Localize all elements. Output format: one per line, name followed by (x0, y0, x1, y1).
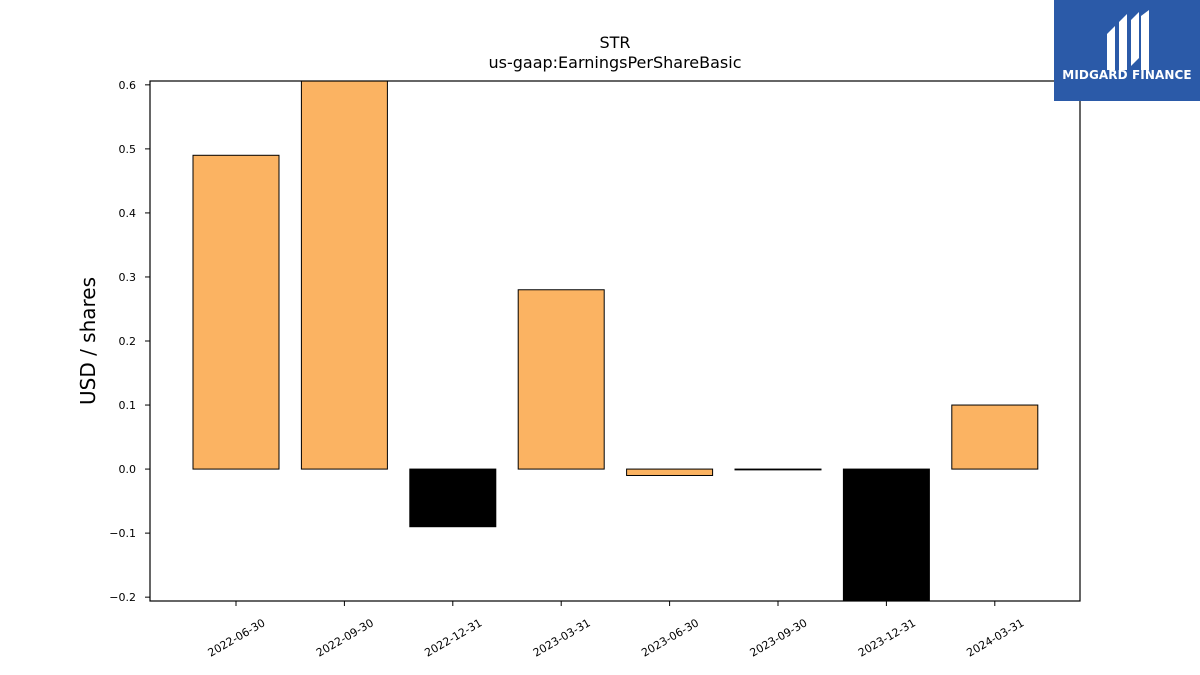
logo-mark-icon (1107, 10, 1149, 70)
bar-2023-03-31 (517, 289, 605, 470)
x-tick-label: 2023-03-31 (531, 616, 593, 659)
x-tick-label: 2024-03-31 (964, 616, 1026, 659)
bar-2022-06-30 (192, 154, 280, 470)
x-tick-label: 2022-06-30 (206, 616, 268, 659)
x-tick-label: 2023-09-30 (748, 616, 810, 659)
bar-2023-06-30 (626, 468, 714, 476)
y-tick-label: 0.0 (119, 463, 137, 476)
bar-2023-12-31 (842, 468, 930, 602)
logo-text: MIDGARD FINANCE (1062, 68, 1192, 82)
bar-2022-12-31 (409, 468, 497, 528)
chart-subtitle: us-gaap:EarningsPerShareBasic (488, 53, 741, 72)
y-tick-label: −0.1 (109, 527, 136, 540)
x-tick-label: 2023-12-31 (856, 616, 918, 659)
x-tick-label: 2022-09-30 (314, 616, 376, 659)
y-tick-label: 0.5 (119, 143, 137, 156)
plot-frame (149, 80, 1081, 602)
midgard-finance-logo: MIDGARD FINANCE (1054, 0, 1200, 101)
x-tick-label: 2022-12-31 (422, 616, 484, 659)
chart-title: STR (599, 33, 630, 52)
x-tick-label: 2023-06-30 (639, 616, 701, 659)
x-ticks-group: 2022-06-30 2022-09-30 2022-12-31 2023-03-31… (206, 601, 1026, 660)
y-tick-label: 0.3 (119, 271, 137, 284)
y-tick-label: 0.4 (119, 207, 137, 220)
y-tick-label: 0.1 (119, 399, 137, 412)
bars-group (192, 80, 1039, 602)
y-tick-label: 0.6 (119, 79, 137, 92)
y-ticks-group: −0.2 −0.1 0.0 0.1 0.2 0.3 0.4 0.5 0.6 (109, 79, 150, 604)
bar-2024-03-31 (951, 404, 1039, 470)
y-tick-label: −0.2 (109, 591, 136, 604)
bar-2023-09-30 (734, 468, 822, 471)
y-axis-label: USD / shares (76, 277, 100, 405)
y-tick-label: 0.2 (119, 335, 137, 348)
bar-2022-09-30 (300, 80, 388, 470)
